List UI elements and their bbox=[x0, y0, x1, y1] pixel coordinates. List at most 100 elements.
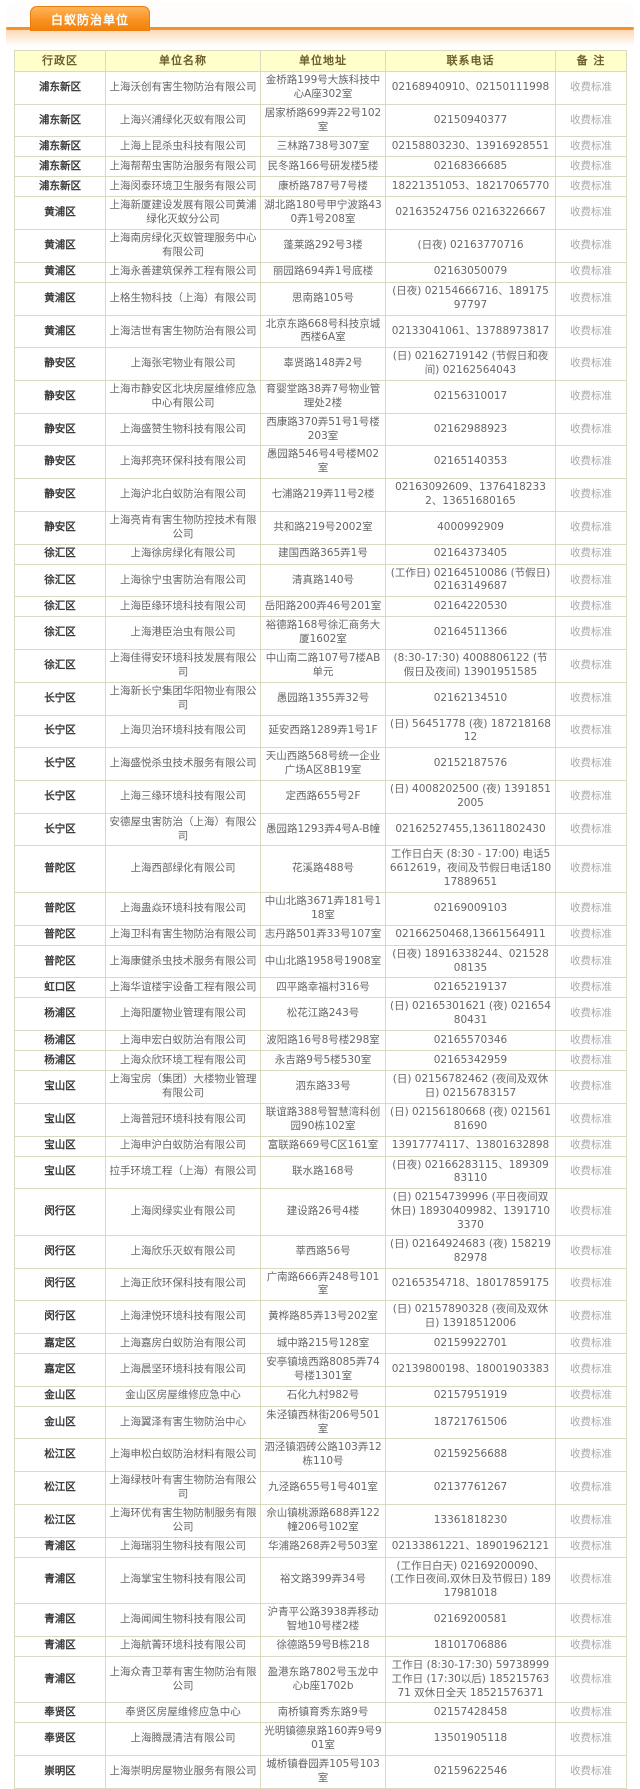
district-cell: 徐汇区 bbox=[14, 596, 106, 618]
note-cell: 收费标准 bbox=[555, 924, 627, 946]
name-cell: 上海申沪白蚁防治有限公司 bbox=[105, 1135, 261, 1157]
note-cell: 收费标准 bbox=[555, 1030, 627, 1052]
district-cell: 黄浦区 bbox=[14, 196, 106, 231]
note-cell: 收费标准 bbox=[555, 944, 627, 979]
name-cell: 上海新厦建设发展有限公司黄浦绿化灭蚁分公司 bbox=[105, 196, 261, 231]
unit-row: 宝山区 拉手环境工程（上海）有限公司 联水路168号 (日夜) 02166283115… bbox=[14, 1155, 627, 1190]
unit-row: 闵行区 上海津悦环境科技有限公司 黄桦路85弄13号202室 (日) 02157890… bbox=[14, 1300, 627, 1334]
phone-cell: (日夜) 02166283115、18930983110 bbox=[385, 1155, 556, 1190]
header-cell-0: 行政区 bbox=[14, 50, 106, 72]
note-cell: 收费标准 bbox=[555, 616, 627, 651]
phone-cell: 13361818230 bbox=[385, 1503, 556, 1538]
name-cell: 上海西部绿化有限公司 bbox=[105, 845, 261, 893]
phone-cell: 02165342959 bbox=[385, 1050, 556, 1072]
note-cell: 收费标准 bbox=[555, 1333, 627, 1354]
district-cell: 杨浦区 bbox=[14, 1050, 106, 1072]
district-cell: 浦东新区 bbox=[14, 71, 106, 105]
phone-cell: 02133041061、13788973817 bbox=[385, 314, 556, 349]
header-cell-3: 联系电话 bbox=[385, 50, 556, 72]
address-cell: 裕文路399弄34号 bbox=[260, 1556, 386, 1605]
tab-termite-units[interactable]: 白蚁防治单位 bbox=[30, 6, 151, 31]
phone-cell: (工作日) 02164510086 (节假日) 02163149687 bbox=[385, 563, 556, 598]
note-cell: 收费标准 bbox=[555, 1722, 627, 1757]
unit-row: 青浦区 上海航菁环境科技有限公司 徐德路59号B栋218 18101706886 收费标… bbox=[14, 1635, 627, 1657]
address-cell: 黄桦路85弄13号202室 bbox=[260, 1300, 386, 1334]
district-cell: 松江区 bbox=[14, 1503, 106, 1538]
district-cell: 黄浦区 bbox=[14, 314, 106, 349]
units-table: 行政区 单位名称 单位地址 联系电话备 注 浦东新区 上海沃创有害生物防治有限公司 金桥路… bbox=[14, 50, 627, 1789]
unit-row: 浦东新区 上海上昆杀虫科技有限公司 三林路738号307室 02158803230、1… bbox=[14, 136, 627, 158]
address-cell: 愚园路1293弄4号A-B幢 bbox=[260, 812, 386, 847]
district-cell: 奉贤区 bbox=[14, 1702, 106, 1724]
name-cell: 上海环优有害生物防制服务有限公司 bbox=[105, 1503, 261, 1538]
phone-cell: (日) 02156782462 (夜间及双休日) 02156783157 bbox=[385, 1070, 556, 1104]
unit-row: 徐汇区 上海臣缘环境科技有限公司 岳阳路200弄46号201室 02164220530… bbox=[14, 596, 627, 618]
name-cell: 上海三缘环境科技有限公司 bbox=[105, 779, 261, 814]
unit-row: 虹口区 上海华谊楼宇设备工程有限公司 四平路幸福村316号 02165219137 收费… bbox=[14, 977, 627, 999]
unit-row: 普陀区 上海蛊焱环境科技有限公司 中山北路3671弄181号118室 02169009… bbox=[14, 891, 627, 926]
name-cell: 上海正欣环保科技有限公司 bbox=[105, 1267, 261, 1302]
district-cell: 长宁区 bbox=[14, 747, 106, 781]
note-cell: 收费标准 bbox=[555, 1102, 627, 1137]
unit-row: 静安区 上海沪北白蚁防治有限公司 七浦路219弄11号2楼 02163092609、1… bbox=[14, 478, 627, 512]
note-cell: 收费标准 bbox=[555, 71, 627, 105]
note-cell: 收费标准 bbox=[555, 997, 627, 1032]
unit-row: 闵行区 上海闵绿实业有限公司 建设路26号4楼 (日) 02154739996 (平日… bbox=[14, 1188, 627, 1236]
district-cell: 宝山区 bbox=[14, 1102, 106, 1137]
address-cell: 居家桥路699弄22号102室 bbox=[260, 103, 386, 138]
note-cell: 收费标准 bbox=[555, 747, 627, 781]
unit-row: 长宁区 安德屋虫害防治（上海）有限公司 愚园路1293弄4号A-B幢 02162527… bbox=[14, 812, 627, 847]
unit-row: 徐汇区 上海徐房绿化有限公司 建国西路365弄1号 02164373405 收费标准 bbox=[14, 543, 627, 565]
district-cell: 松江区 bbox=[14, 1471, 106, 1505]
phone-cell: 02152187576 bbox=[385, 747, 556, 781]
unit-row: 青浦区 上海瑞羽生物科技有限公司 华浦路268弄2号503室 02133861221、… bbox=[14, 1536, 627, 1558]
unit-row: 闵行区 上海正欣环保科技有限公司 广南路666弄248号101室 0216535471… bbox=[14, 1267, 627, 1302]
phone-cell: (工作日白天) 02169200090、 (工作日夜间,双休日及节假日) 189… bbox=[385, 1556, 556, 1605]
address-cell: 共和路219号2002室 bbox=[260, 510, 386, 545]
phone-cell: 02165140353 bbox=[385, 445, 556, 480]
note-cell: 收费标准 bbox=[555, 1405, 627, 1440]
name-cell: 上海普冠环境科技有限公司 bbox=[105, 1102, 261, 1137]
phone-cell: 02164220530 bbox=[385, 596, 556, 618]
phone-cell: 02150940377 bbox=[385, 103, 556, 138]
unit-row: 长宁区 上海三缘环境科技有限公司 定西路655号2F (日) 4008202500 (… bbox=[14, 779, 627, 814]
address-cell: 延安西路1289弄1号1F bbox=[260, 714, 386, 749]
phone-cell: 02165219137 bbox=[385, 977, 556, 999]
note-cell: 收费标准 bbox=[555, 977, 627, 999]
unit-row: 青浦区 上海掌宝生物科技有限公司 裕文路399弄34号 (工作日白天) 0216920… bbox=[14, 1556, 627, 1605]
note-cell: 收费标准 bbox=[555, 779, 627, 814]
district-cell: 徐汇区 bbox=[14, 563, 106, 598]
header-cell-4: 备 注 bbox=[555, 50, 627, 72]
unit-row: 金山区 金山区房屋维修应急中心 石化九村982号 02157951919 收费标准 bbox=[14, 1385, 627, 1407]
district-cell: 闵行区 bbox=[14, 1267, 106, 1302]
note-cell: 收费标准 bbox=[555, 1267, 627, 1302]
address-cell: 北京东路668号科技京城西楼6A室 bbox=[260, 314, 386, 349]
note-cell: 收费标准 bbox=[555, 563, 627, 598]
district-cell: 宝山区 bbox=[14, 1135, 106, 1157]
address-cell: 永吉路9号5楼530室 bbox=[260, 1050, 386, 1072]
address-cell: 康桥路787号7号楼 bbox=[260, 176, 386, 198]
note-cell: 收费标准 bbox=[555, 380, 627, 414]
unit-row: 青浦区 上海闻闻生物科技有限公司 沪青平公路3938弄移动智地10号楼2楼 02169… bbox=[14, 1603, 627, 1637]
phone-cell: 18221351053、18217065770 bbox=[385, 176, 556, 198]
phone-cell: (日) 4008202500 (夜) 13918512005 bbox=[385, 779, 556, 814]
note-cell: 收费标准 bbox=[555, 229, 627, 263]
unit-row: 浦东新区 上海帮帮虫害防治服务有限公司 民冬路166号研发楼5楼 0216836668… bbox=[14, 156, 627, 178]
phone-cell: (日) 02157890328 (夜间及双休日) 13918512006 bbox=[385, 1300, 556, 1334]
address-cell: 联水路168号 bbox=[260, 1155, 386, 1190]
district-cell: 杨浦区 bbox=[14, 997, 106, 1032]
unit-row: 奉贤区 奉贤区房屋维修应急中心 南桥镇育秀东路9号 02157428458 收费标准 bbox=[14, 1702, 627, 1724]
name-cell: 上海亮肯有害生物防控技术有限公司 bbox=[105, 510, 261, 545]
address-cell: 天山西路568号统一企业广场A区8B19室 bbox=[260, 747, 386, 781]
note-cell: 收费标准 bbox=[555, 1135, 627, 1157]
phone-cell: 02165354718、18017859175 bbox=[385, 1267, 556, 1302]
name-cell: 上海翼泽有害生物防治中心 bbox=[105, 1405, 261, 1440]
district-cell: 金山区 bbox=[14, 1385, 106, 1407]
district-cell: 静安区 bbox=[14, 347, 106, 382]
note-cell: 收费标准 bbox=[555, 1603, 627, 1637]
address-cell: 富联路669号C区161室 bbox=[260, 1135, 386, 1157]
address-cell: 波阳路16号8号楼298室 bbox=[260, 1030, 386, 1052]
phone-cell: 02163524756 02163226667 bbox=[385, 196, 556, 231]
note-cell: 收费标准 bbox=[555, 1536, 627, 1558]
unit-row: 松江区 上海申松白蚁防治材料有限公司 泗泾镇泗砖公路103弄12栋110号 02159… bbox=[14, 1438, 627, 1473]
